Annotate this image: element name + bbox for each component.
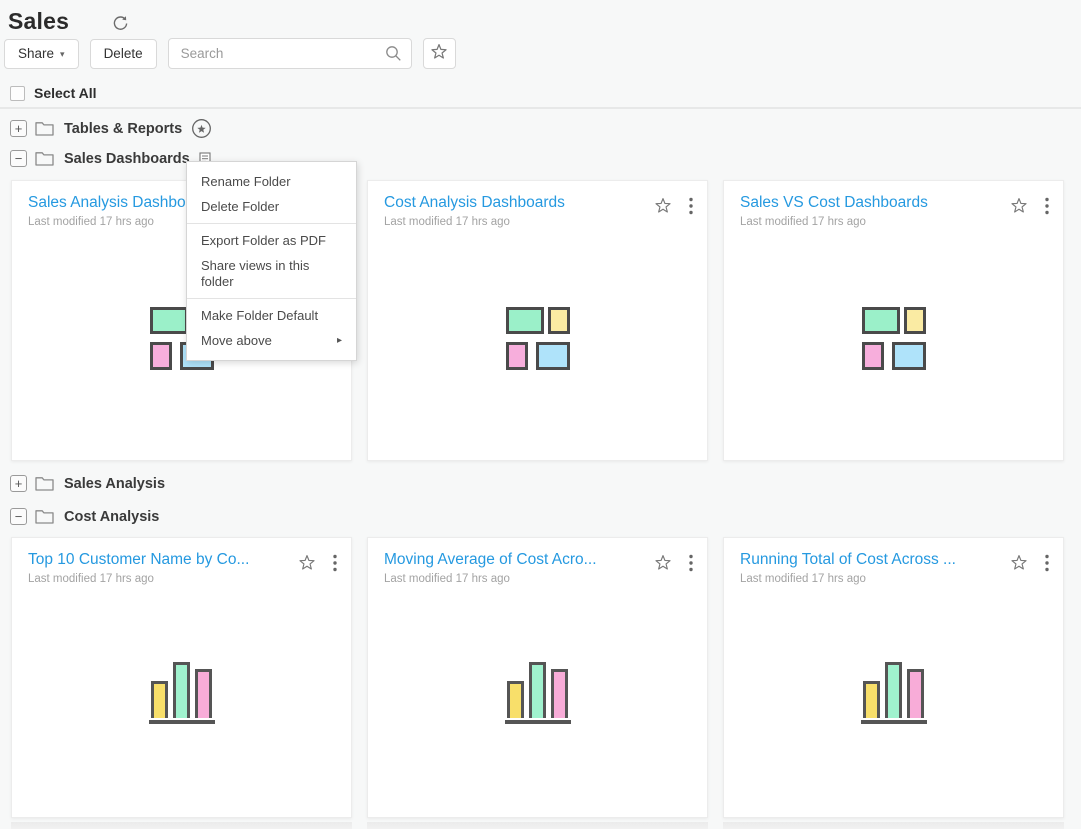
expand-icon[interactable]: + <box>10 120 27 137</box>
card-title-link[interactable]: Cost Analysis Dashboards <box>384 194 565 211</box>
star-icon[interactable] <box>654 554 672 572</box>
default-folder-star-icon[interactable] <box>191 118 212 139</box>
folder-row-sales-analysis: + Sales Analysis <box>10 475 165 492</box>
card-header: Sales Analysis Dashboards Last modified … <box>12 181 351 228</box>
folder-icon <box>35 151 54 167</box>
card-title-link[interactable]: Moving Average of Cost Acro... <box>384 551 597 568</box>
search-input[interactable] <box>167 38 412 69</box>
bar-chart-thumbnail-icon <box>504 662 571 724</box>
header-separator <box>0 107 1081 109</box>
card-header: Sales VS Cost Dashboards Last modified 1… <box>724 181 1063 228</box>
menu-item-delete-folder[interactable]: Delete Folder <box>187 194 356 219</box>
card-cost-analysis-dashboards[interactable]: Cost Analysis Dashboards Last modified 1… <box>367 180 708 461</box>
kebab-menu-icon[interactable] <box>1045 554 1049 572</box>
select-all-checkbox[interactable] <box>10 85 25 101</box>
select-all-row: Select All <box>10 85 97 101</box>
star-icon[interactable] <box>298 554 316 572</box>
card-title-link[interactable]: Sales VS Cost Dashboards <box>740 194 928 211</box>
card-modified-text: Last modified 17 hrs ago <box>384 573 510 585</box>
menu-item-label: Delete Folder <box>201 198 280 214</box>
partial-card <box>11 822 352 829</box>
collapse-icon[interactable]: − <box>10 508 27 525</box>
partial-card <box>723 822 1064 829</box>
partial-card <box>367 822 708 829</box>
search-icon <box>385 45 402 67</box>
star-icon[interactable] <box>1010 197 1028 215</box>
card-running-total-of-cost[interactable]: Running Total of Cost Across ... Last mo… <box>723 537 1064 818</box>
card-title-link[interactable]: Top 10 Customer Name by Co... <box>28 551 250 568</box>
page-title: Sales <box>8 8 70 34</box>
folder-icon <box>35 476 54 492</box>
card-header: Top 10 Customer Name by Co... Last modif… <box>12 538 351 585</box>
folder-row-sales-dashboards: − Sales Dashboards <box>10 150 212 167</box>
select-all-label: Select All <box>34 85 97 101</box>
star-icon[interactable] <box>1010 554 1028 572</box>
folder-icon <box>35 121 54 137</box>
share-button-label: Share <box>18 46 55 61</box>
folder-row-tables-reports: + Tables & Reports <box>10 118 212 139</box>
kebab-menu-icon[interactable] <box>1045 197 1049 215</box>
star-icon[interactable] <box>654 197 672 215</box>
menu-item-move-above[interactable]: Move above ▸ <box>187 328 356 353</box>
card-sales-vs-cost-dashboards[interactable]: Sales VS Cost Dashboards Last modified 1… <box>723 180 1064 461</box>
favorites-filter-button[interactable] <box>422 38 456 69</box>
card-header: Cost Analysis Dashboards Last modified 1… <box>368 181 707 228</box>
delete-button[interactable]: Delete <box>89 38 157 69</box>
expand-icon[interactable]: + <box>10 475 27 492</box>
share-button[interactable]: Share ▾ <box>4 38 79 69</box>
card-header: Running Total of Cost Across ... Last mo… <box>724 538 1063 585</box>
card-modified-text: Last modified 17 hrs ago <box>28 216 154 228</box>
menu-item-rename-folder[interactable]: Rename Folder <box>187 169 356 194</box>
menu-item-label: Make Folder Default <box>201 307 319 323</box>
menu-divider <box>187 298 356 299</box>
menu-divider <box>187 223 356 224</box>
folder-row-cost-analysis: − Cost Analysis <box>10 508 159 525</box>
sales-dashboards-card-grid: Sales Analysis Dashboards Last modified … <box>11 180 1064 461</box>
header: Sales <box>8 8 129 35</box>
folder-label[interactable]: Sales Dashboards <box>64 150 190 167</box>
card-modified-text: Last modified 17 hrs ago <box>740 216 866 228</box>
card-title-link[interactable]: Sales Analysis Dashboards <box>28 194 216 211</box>
kebab-menu-icon[interactable] <box>689 554 693 572</box>
collapse-icon[interactable]: − <box>10 150 27 167</box>
card-top-10-customer[interactable]: Top 10 Customer Name by Co... Last modif… <box>11 537 352 818</box>
folder-label[interactable]: Sales Analysis <box>64 475 166 492</box>
chevron-down-icon: ▾ <box>60 48 65 59</box>
kebab-menu-icon[interactable] <box>333 554 337 572</box>
menu-item-label: Share views in this folder <box>201 257 310 289</box>
menu-item-label: Move above <box>201 332 272 348</box>
next-row-partial-cards <box>11 822 1064 829</box>
toolbar: Share ▾ Delete <box>4 38 456 69</box>
card-modified-text: Last modified 17 hrs ago <box>740 573 866 585</box>
cost-analysis-card-grid: Top 10 Customer Name by Co... Last modif… <box>11 537 1064 818</box>
dashboard-thumbnail-icon <box>505 307 570 370</box>
card-header: Moving Average of Cost Acro... Last modi… <box>368 538 707 585</box>
folder-icon <box>35 509 54 525</box>
folder-context-menu: Rename Folder Delete Folder Export Folde… <box>186 161 357 361</box>
folder-label[interactable]: Tables & Reports <box>64 120 183 137</box>
card-moving-average-of-cost[interactable]: Moving Average of Cost Acro... Last modi… <box>367 537 708 818</box>
star-icon <box>430 43 448 64</box>
menu-item-export-folder-pdf[interactable]: Export Folder as PDF <box>187 228 356 253</box>
folder-label[interactable]: Cost Analysis <box>64 508 160 525</box>
menu-item-share-views[interactable]: Share views in this folder <box>187 253 356 294</box>
card-title-link[interactable]: Running Total of Cost Across ... <box>740 551 956 568</box>
menu-item-make-folder-default[interactable]: Make Folder Default <box>187 303 356 328</box>
dashboard-thumbnail-icon <box>861 307 926 370</box>
menu-item-label: Export Folder as PDF <box>201 232 326 248</box>
bar-chart-thumbnail-icon <box>860 662 927 724</box>
kebab-menu-icon[interactable] <box>689 197 693 215</box>
search-box <box>167 38 412 69</box>
card-modified-text: Last modified 17 hrs ago <box>384 216 510 228</box>
bar-chart-thumbnail-icon <box>148 662 215 724</box>
menu-item-label: Rename Folder <box>201 173 291 189</box>
card-modified-text: Last modified 17 hrs ago <box>28 573 154 585</box>
submenu-arrow-icon: ▸ <box>336 334 342 346</box>
refresh-icon[interactable] <box>112 15 129 32</box>
